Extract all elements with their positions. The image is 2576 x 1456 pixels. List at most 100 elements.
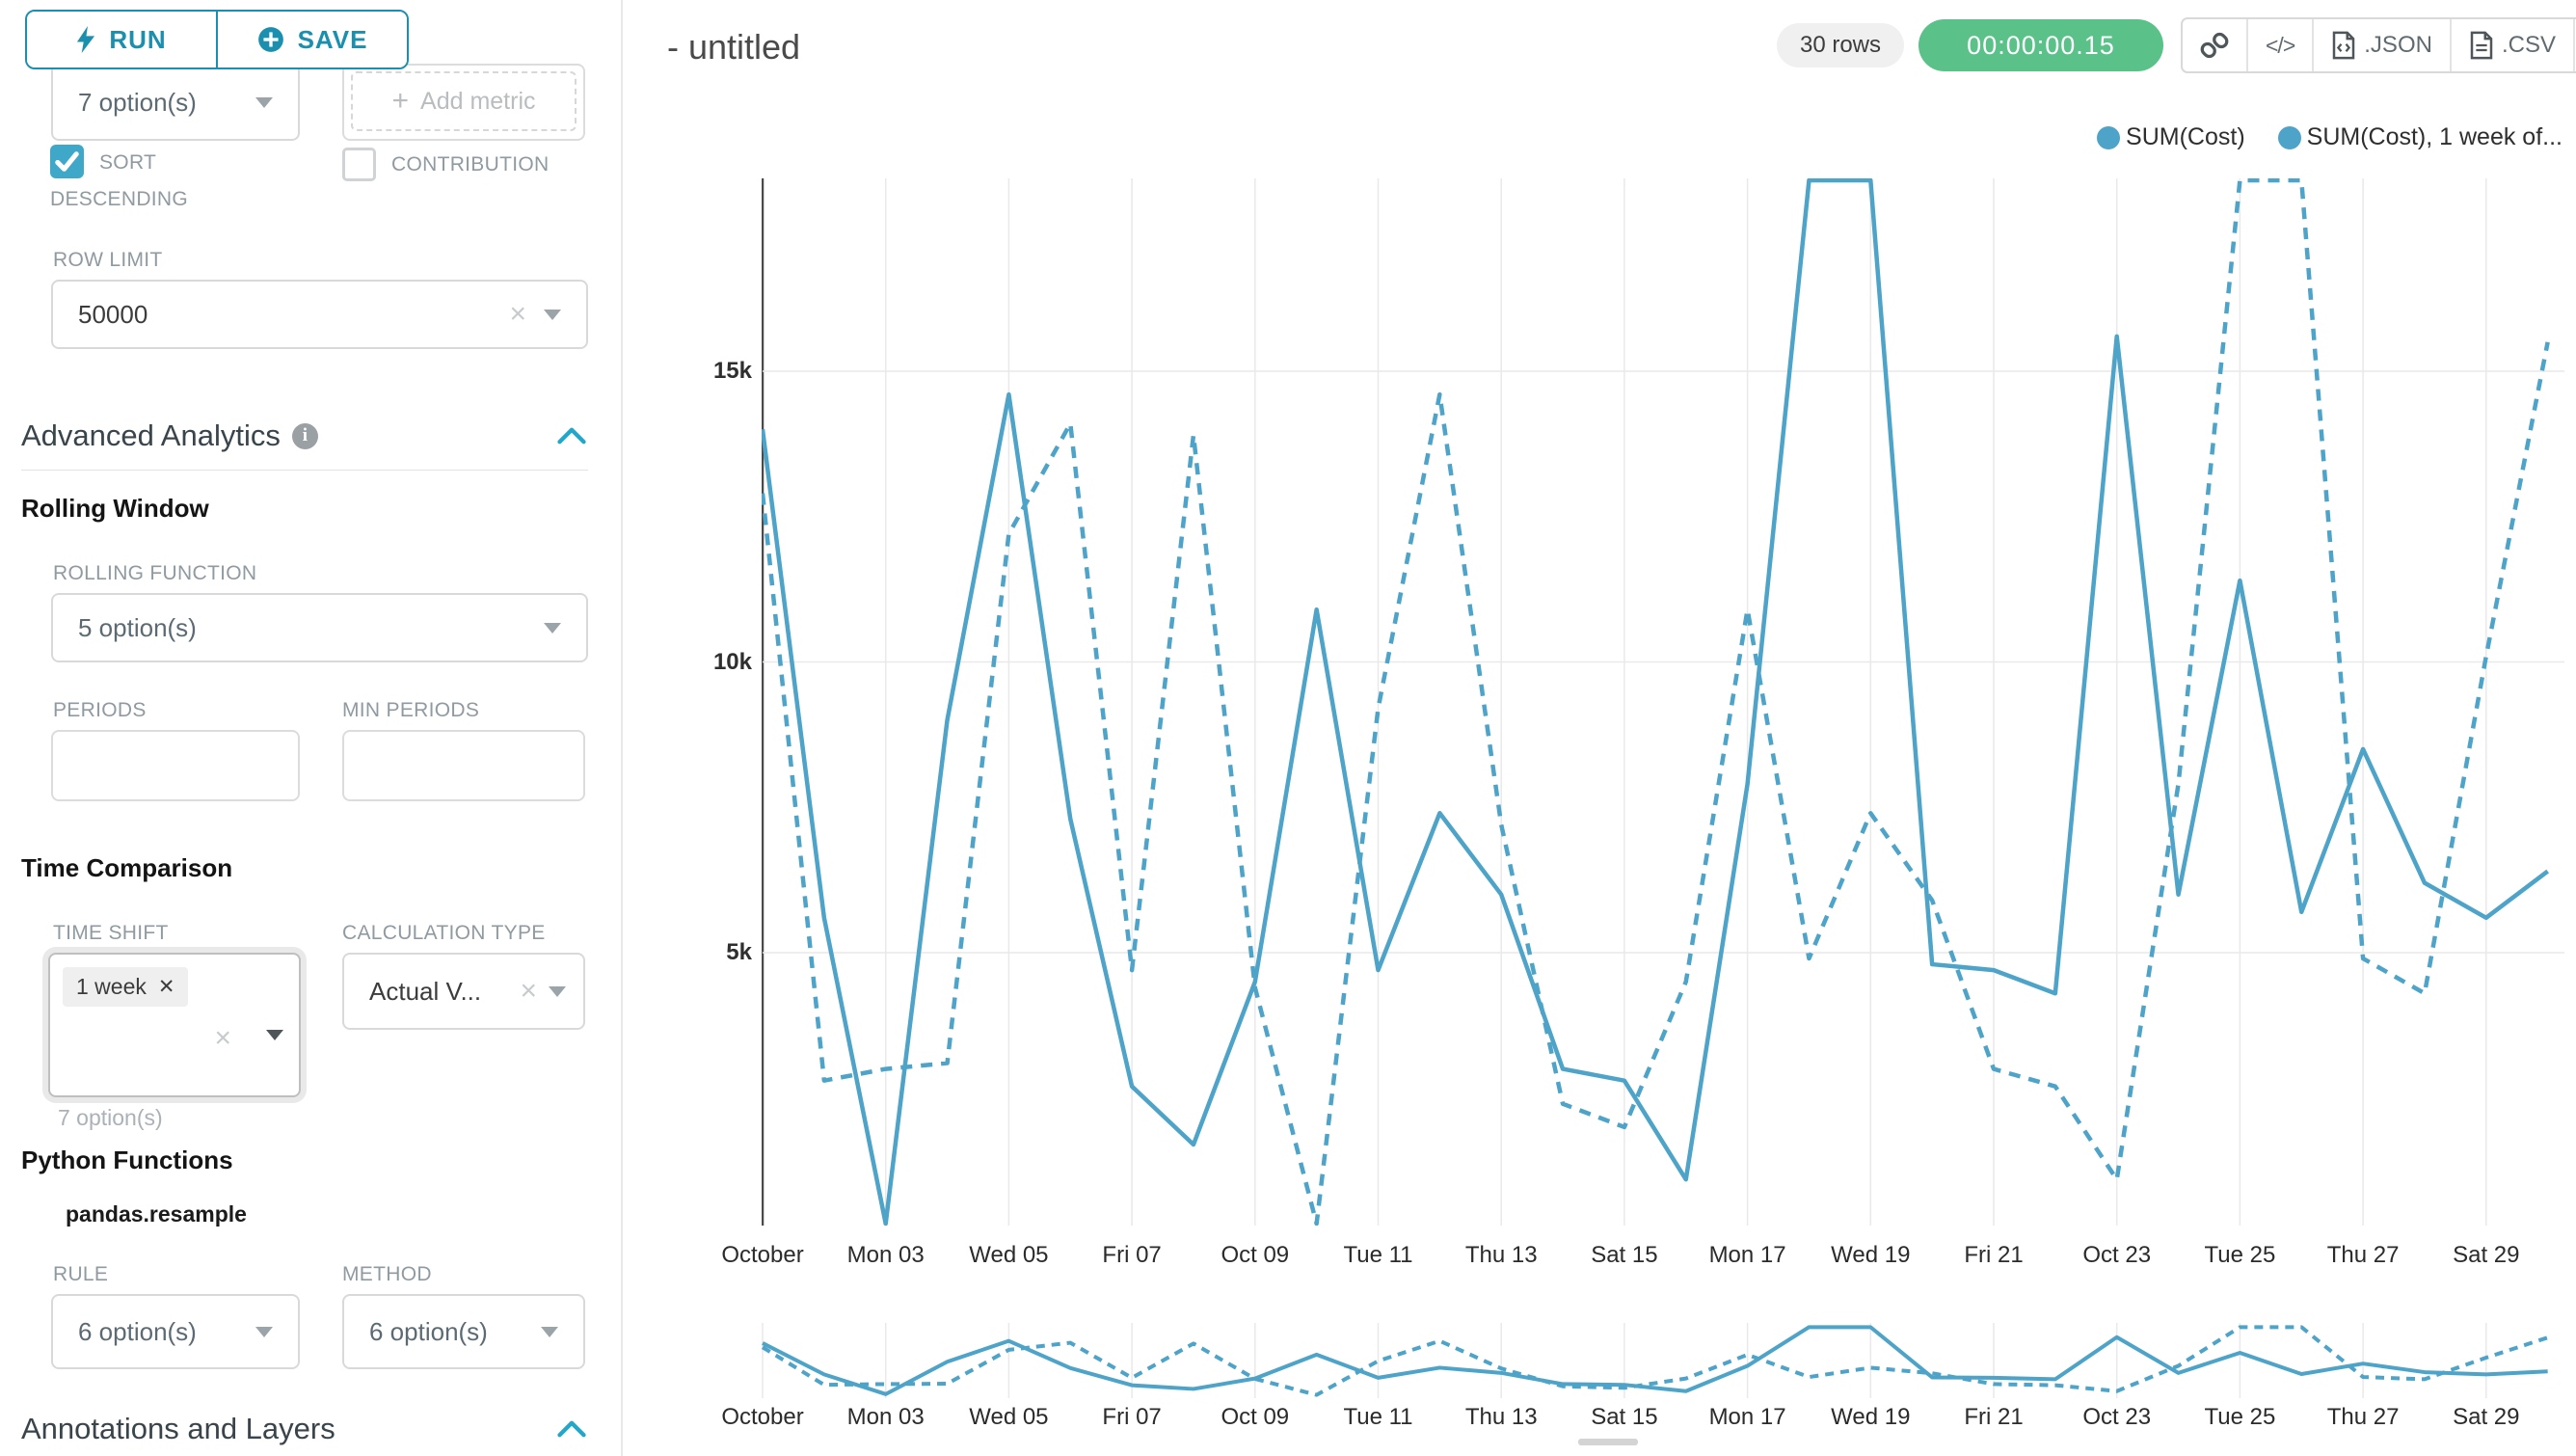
annotations-label: Annotations and Layers [21, 1412, 335, 1445]
check-icon [55, 151, 79, 172]
collapse-chevron-icon[interactable] [557, 426, 586, 445]
x-tick-label: Fri 07 [1102, 1242, 1162, 1268]
collapse-chevron-icon[interactable] [557, 1419, 586, 1439]
x-tick-label: Wed 19 [1831, 1242, 1911, 1268]
rolling-function-label: ROLLING FUNCTION [53, 562, 257, 584]
legend-item-sum-cost-1-week[interactable]: SUM(Cost), 1 week of... [2277, 123, 2563, 151]
x-tick-label: Tue 11 [1343, 1404, 1413, 1430]
time-shift-label: TIME SHIFT [53, 922, 169, 944]
contribution-checkbox[interactable] [342, 148, 376, 181]
chevron-down-icon [544, 622, 561, 634]
x-tick-label: Oct 09 [1221, 1242, 1290, 1268]
rows-badge: 30 rows [1777, 23, 1904, 67]
advanced-analytics-header[interactable]: Advanced Analytics i [21, 418, 318, 453]
rolling-function-select[interactable]: 5 option(s) [51, 593, 588, 662]
method-select[interactable]: 6 option(s) [342, 1294, 585, 1369]
panel-resize-handle[interactable] [1578, 1439, 1638, 1445]
x-tick-label: Mon 03 [846, 1404, 925, 1430]
legend-label: SUM(Cost) [2126, 123, 2245, 150]
y-axis-tick-label: 10k [712, 649, 752, 675]
time-shift-helper: 7 option(s) [58, 1105, 163, 1130]
clear-icon[interactable]: × [520, 975, 537, 1007]
x-tick-label: Sat 15 [1591, 1404, 1658, 1430]
min-periods-input[interactable] [342, 730, 585, 801]
sort-descending-checkbox[interactable] [50, 145, 84, 178]
y-axis-tick-label: 15k [712, 358, 752, 384]
x-tick-label: Fri 21 [1964, 1242, 2024, 1268]
csv-label: .CSV [2501, 32, 2556, 58]
code-icon: </> [2266, 32, 2295, 58]
y-axis-tick-label: 5k [726, 939, 752, 965]
link-icon [2200, 32, 2229, 59]
export-toolbar: </> .JSON .CSV [2181, 17, 2576, 73]
json-label: .JSON [2364, 32, 2432, 58]
calculation-type-value: Actual V... [369, 976, 482, 1006]
x-tick-label: Wed 05 [969, 1404, 1049, 1430]
x-axis-preview: October Mon 03 Wed 05 Fri 07 Oct 09 Tue 11 Thu… [0, 1404, 2576, 1433]
chevron-down-icon [255, 96, 273, 108]
x-tick-label: Tue 25 [2204, 1242, 2276, 1268]
x-axis-main: October Mon 03 Wed 05 Fri 07 Oct 09 Tue 11 Thu… [0, 1242, 2576, 1271]
x-tick-label: Tue 25 [2204, 1404, 2276, 1430]
time-comparison-header: Time Comparison [21, 853, 233, 882]
rolling-function-value: 5 option(s) [78, 612, 197, 642]
timer-badge: 00:00:00.15 [1919, 19, 2163, 71]
run-button[interactable]: RUN [27, 12, 216, 67]
save-button[interactable]: SAVE [216, 12, 407, 67]
view-query-button[interactable]: </> [2246, 19, 2312, 71]
annotations-header[interactable]: Annotations and Layers [21, 1412, 335, 1446]
periods-input[interactable] [51, 730, 300, 801]
x-tick-label: Thu 27 [2326, 1404, 2400, 1430]
sort-descending-label: SORT DESCENDING [50, 151, 189, 210]
plus-circle-icon [257, 27, 283, 52]
row-limit-select[interactable]: 50000 × [51, 280, 588, 349]
lightning-icon [77, 26, 95, 53]
metrics-container: + Add metric [342, 64, 585, 141]
chart-legend: SUM(Cost) SUM(Cost), 1 week of... [2097, 123, 2563, 151]
legend-item-sum-cost[interactable]: SUM(Cost) [2097, 123, 2245, 151]
info-icon[interactable]: i [291, 422, 318, 449]
chevron-down-icon [541, 1326, 558, 1337]
metrics-select-value: 7 option(s) [78, 87, 197, 117]
range-preview-chart[interactable] [762, 1323, 2564, 1398]
rule-value: 6 option(s) [78, 1316, 197, 1346]
time-shift-select[interactable]: 1 week ✕ × [48, 953, 301, 1097]
rule-select[interactable]: 6 option(s) [51, 1294, 300, 1369]
x-tick-label: Sat 29 [2453, 1404, 2520, 1430]
method-label: METHOD [342, 1263, 432, 1285]
clear-icon[interactable]: × [214, 1022, 231, 1054]
add-metric-button[interactable]: + Add metric [351, 71, 577, 131]
save-label: SAVE [297, 24, 368, 54]
run-label: RUN [109, 24, 167, 54]
row-limit-label: ROW LIMIT [53, 249, 163, 271]
x-tick-label: Tue 11 [1343, 1242, 1413, 1268]
csv-file-icon [2470, 31, 2493, 60]
metrics-select[interactable]: 7 option(s) [51, 64, 300, 141]
section-divider [21, 470, 588, 471]
tag-remove-icon[interactable]: ✕ [157, 976, 175, 998]
timeseries-line-chart[interactable] [762, 178, 2564, 1226]
run-save-buttonbar: RUN SAVE [25, 10, 409, 69]
time-shift-tag-label: 1 week [76, 974, 147, 999]
x-tick-label: Wed 19 [1831, 1404, 1911, 1430]
chevron-down-icon [255, 1326, 273, 1337]
calculation-type-select[interactable]: Actual V... × [342, 953, 585, 1030]
contribution-control: CONTRIBUTION [342, 148, 549, 181]
export-json-button[interactable]: .JSON [2312, 19, 2450, 71]
clear-icon[interactable]: × [509, 298, 526, 330]
more-menu-button[interactable] [2572, 19, 2576, 71]
x-tick-label: Sat 29 [2453, 1242, 2520, 1268]
copy-link-button[interactable] [2183, 19, 2246, 71]
x-tick-label: Thu 13 [1464, 1242, 1538, 1268]
x-tick-label: Thu 27 [2326, 1242, 2400, 1268]
x-tick-label: Oct 09 [1221, 1404, 1290, 1430]
periods-label: PERIODS [53, 699, 147, 721]
export-csv-button[interactable]: .CSV [2449, 19, 2573, 71]
x-tick-label: Wed 05 [969, 1242, 1049, 1268]
x-tick-label: Mon 03 [846, 1242, 925, 1268]
chart-title[interactable]: - untitled [667, 27, 801, 67]
advanced-analytics-label: Advanced Analytics [21, 418, 281, 452]
x-tick-label: Fri 07 [1102, 1404, 1162, 1430]
contribution-label: CONTRIBUTION [391, 152, 550, 175]
x-tick-label: Fri 21 [1964, 1404, 2024, 1430]
